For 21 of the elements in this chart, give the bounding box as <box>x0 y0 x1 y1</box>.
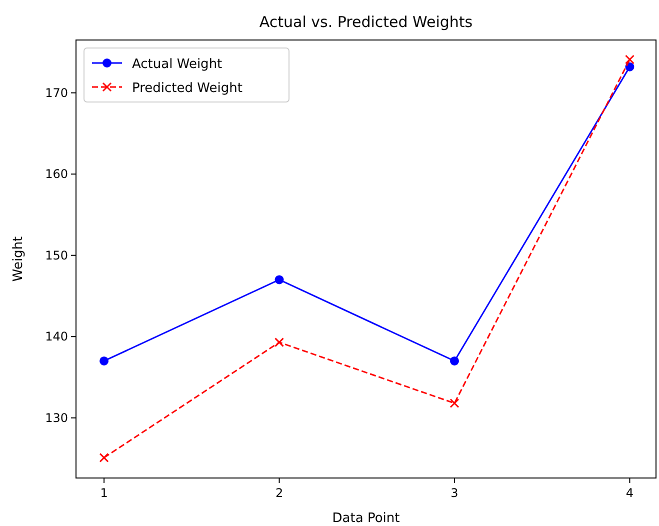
point <box>274 275 284 284</box>
point <box>450 356 459 366</box>
y-tick-label: 170 <box>45 86 68 100</box>
x-tick-label: 4 <box>626 486 634 500</box>
x-axis-title: Data Point <box>332 511 400 526</box>
chart-title: Actual vs. Predicted Weights <box>259 13 473 31</box>
x-tick-label: 3 <box>450 486 458 500</box>
legend-label: Actual Weight <box>132 57 222 72</box>
point <box>100 356 109 366</box>
point <box>274 338 284 348</box>
point <box>450 398 460 408</box>
point <box>99 452 109 462</box>
x-tick-label: 1 <box>100 486 108 500</box>
x-tick-label: 2 <box>275 486 284 500</box>
y-tick-label: 140 <box>45 330 68 344</box>
y-tick-label: 130 <box>45 410 68 425</box>
point <box>624 54 634 64</box>
y-tick-label: 150 <box>45 248 68 262</box>
legend-label: Predicted Weight <box>132 81 242 96</box>
y-axis-title: Weight <box>11 236 26 282</box>
y-tick-label: 160 <box>45 167 68 182</box>
